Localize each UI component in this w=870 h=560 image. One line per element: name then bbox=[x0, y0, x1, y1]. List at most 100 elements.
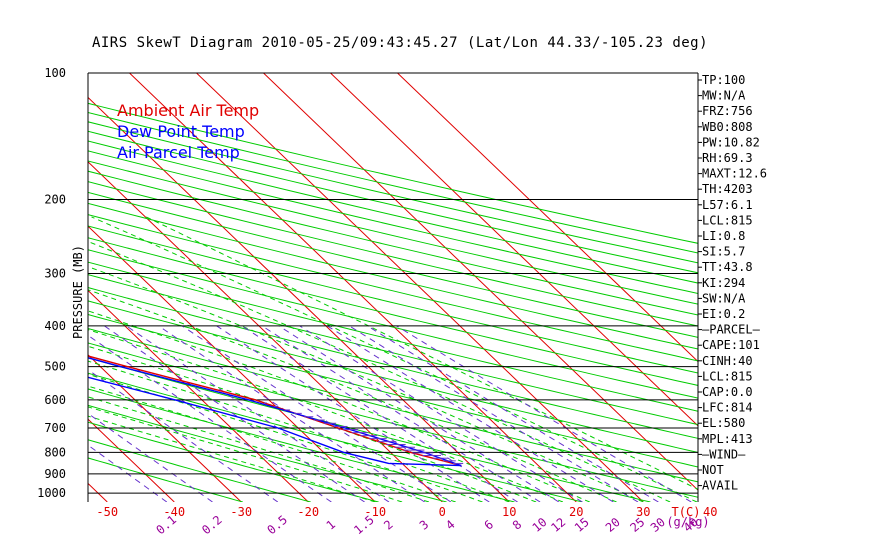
mixing-ratio-tick-label: 20 bbox=[603, 515, 623, 535]
stat-item: EL:580 bbox=[702, 416, 745, 430]
isotherm-line bbox=[129, 73, 577, 502]
legend-entry: Dew Point Temp bbox=[117, 122, 245, 141]
stat-item: MPL:413 bbox=[702, 432, 753, 446]
stat-item: CAPE:101 bbox=[702, 338, 760, 352]
dry-adiabat-line bbox=[88, 111, 698, 254]
mixing-ratio-line bbox=[299, 325, 583, 502]
bottom-temp-tick-label: -50 bbox=[96, 505, 118, 519]
bottom-temp-tick-label: -10 bbox=[364, 505, 386, 519]
mixing-ratio-tick-label: 0.5 bbox=[264, 513, 290, 538]
stat-item: TP:100 bbox=[702, 73, 745, 87]
stat-item: LFC:814 bbox=[702, 401, 753, 415]
bottom-temp-tick-label: 20 bbox=[569, 505, 583, 519]
mixing-ratio-tick-label: 1 bbox=[324, 517, 339, 532]
mixing-ratio-line bbox=[88, 369, 279, 502]
stat-item: SI:5.7 bbox=[702, 245, 745, 259]
mixing-ratio-line bbox=[349, 325, 639, 502]
moist-adiabat-line bbox=[88, 289, 617, 502]
dry-adiabat-line bbox=[88, 457, 243, 502]
dry-adiabat-line bbox=[88, 342, 698, 498]
stat-item: LCL:815 bbox=[702, 369, 753, 383]
stat-item: NOT bbox=[702, 463, 724, 477]
mixing-ratio-line bbox=[327, 325, 614, 502]
pressure-tick-label: 800 bbox=[44, 445, 66, 459]
dry-adiabat-line bbox=[88, 372, 583, 502]
y-axis-label: PRESSURE (MB) bbox=[71, 245, 85, 339]
pressure-tick-label: 200 bbox=[44, 192, 66, 206]
stat-item: SW:N/A bbox=[702, 291, 746, 305]
isotherm-line bbox=[88, 161, 443, 502]
stat-item: PW:10.82 bbox=[702, 135, 760, 149]
dry-adiabat-line bbox=[88, 421, 379, 502]
isotherm-line bbox=[0, 73, 40, 502]
pressure-tick-label: 700 bbox=[44, 421, 66, 435]
mixing-ratio-tick-label: 8 bbox=[510, 517, 525, 532]
isotherm-line bbox=[196, 73, 644, 502]
dry-adiabat-line bbox=[88, 404, 447, 502]
moist-adiabat-line bbox=[88, 385, 456, 502]
isotherm-line bbox=[88, 96, 510, 502]
pressure-tick-label: 100 bbox=[44, 66, 66, 80]
stat-item: CINH:40 bbox=[702, 354, 753, 368]
mixing-ratio-line bbox=[261, 325, 541, 502]
dry-adiabat-line bbox=[88, 287, 698, 439]
mixing-ratio-line bbox=[216, 325, 490, 502]
mixing-ratio-line bbox=[278, 325, 560, 502]
dry-adiabat-line bbox=[88, 214, 698, 362]
stat-item: —PARCEL— bbox=[702, 323, 761, 337]
dry-adiabat-line bbox=[88, 121, 698, 264]
isotherm-line bbox=[88, 482, 108, 502]
bottom-temp-tick-label: -40 bbox=[163, 505, 185, 519]
series-line-2 bbox=[88, 376, 462, 467]
stat-item: LI:0.8 bbox=[702, 229, 745, 243]
mixing-ratio-tick-label: 3 bbox=[417, 517, 432, 532]
mixing-ratio-tick-label: 0.2 bbox=[199, 513, 225, 538]
mixing-ratio-tick-label: 10 bbox=[530, 515, 550, 535]
stat-item: L57:6.1 bbox=[702, 198, 753, 212]
stat-item: —WIND— bbox=[702, 447, 746, 461]
stat-item: FRZ:756 bbox=[702, 104, 753, 118]
dry-adiabat-line bbox=[88, 274, 698, 426]
mixing-ratio-tick-label: 30 bbox=[648, 515, 668, 535]
bottom-temp-tick-label: 0 bbox=[439, 505, 446, 519]
dry-adiabat-line bbox=[88, 249, 698, 399]
x-unit-label: T(C) bbox=[672, 505, 701, 519]
moist-adiabat-line bbox=[145, 216, 698, 490]
dry-adiabat-line bbox=[88, 225, 698, 374]
mixing-ratio-tick-label: 12 bbox=[548, 515, 568, 535]
moist-adiabat-line bbox=[88, 406, 403, 502]
stat-item: MAXT:12.6 bbox=[702, 167, 767, 181]
pressure-tick-label: 900 bbox=[44, 467, 66, 481]
stat-item: LCL:815 bbox=[702, 213, 753, 227]
mixing-ratio-tick-label: 2 bbox=[381, 517, 396, 532]
moist-adiabat-line bbox=[88, 329, 564, 502]
stat-item: AVAIL bbox=[702, 479, 738, 493]
dry-adiabat-line bbox=[88, 170, 698, 316]
mixing-ratio-line bbox=[396, 325, 692, 502]
legend: Ambient Air Temp Dew Point Temp Air Parcel… bbox=[117, 101, 259, 162]
isotherm-line bbox=[88, 418, 175, 502]
dry-adiabat-line bbox=[88, 181, 698, 327]
mixing-ratio-line bbox=[367, 325, 659, 502]
stat-item: TH:4203 bbox=[702, 182, 753, 196]
moist-adiabat-line bbox=[91, 216, 698, 502]
stat-item: MW:N/A bbox=[702, 89, 746, 103]
stat-item: RH:69.3 bbox=[702, 151, 753, 165]
dry-adiabat-line bbox=[88, 313, 698, 468]
stat-item: TT:43.8 bbox=[702, 260, 753, 274]
stat-item: WB0:808 bbox=[702, 120, 753, 134]
dry-adiabat-line bbox=[88, 130, 698, 274]
dry-adiabat-line bbox=[88, 327, 698, 483]
isotherm-line bbox=[263, 73, 698, 491]
pressure-tick-label: 400 bbox=[44, 319, 66, 333]
series-line-1 bbox=[88, 355, 462, 467]
mixing-ratio-tick-label: 4 bbox=[443, 517, 458, 532]
dry-adiabat-line bbox=[88, 191, 698, 338]
dry-adiabat-line bbox=[88, 150, 698, 295]
pressure-tick-label: 600 bbox=[44, 393, 66, 407]
moist-adiabat-line bbox=[88, 373, 483, 502]
chart-title: AIRS SkewT Diagram 2010-05-25/09:43:45.2… bbox=[91, 35, 709, 51]
pressure-tick-label: 500 bbox=[44, 360, 66, 374]
mixing-ratio-line bbox=[88, 444, 168, 502]
stat-item: CAP:0.0 bbox=[702, 385, 753, 399]
